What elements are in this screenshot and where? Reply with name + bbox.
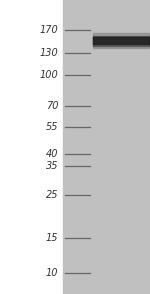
Bar xyxy=(93,36,148,46)
Text: 70: 70 xyxy=(46,101,58,111)
Text: 100: 100 xyxy=(40,71,58,81)
Bar xyxy=(0,0,63,294)
Text: 170: 170 xyxy=(40,25,58,35)
Text: 40: 40 xyxy=(46,149,58,159)
Text: 15: 15 xyxy=(46,233,58,243)
Text: 35: 35 xyxy=(46,161,58,171)
Text: 55: 55 xyxy=(46,122,58,132)
Text: 25: 25 xyxy=(46,190,58,200)
Text: 130: 130 xyxy=(40,48,58,58)
Bar xyxy=(93,33,148,48)
Bar xyxy=(63,0,150,294)
Bar xyxy=(93,37,148,44)
Text: 10: 10 xyxy=(46,268,58,278)
